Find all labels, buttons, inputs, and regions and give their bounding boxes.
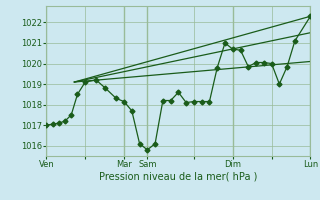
X-axis label: Pression niveau de la mer( hPa ): Pression niveau de la mer( hPa ): [99, 172, 258, 182]
